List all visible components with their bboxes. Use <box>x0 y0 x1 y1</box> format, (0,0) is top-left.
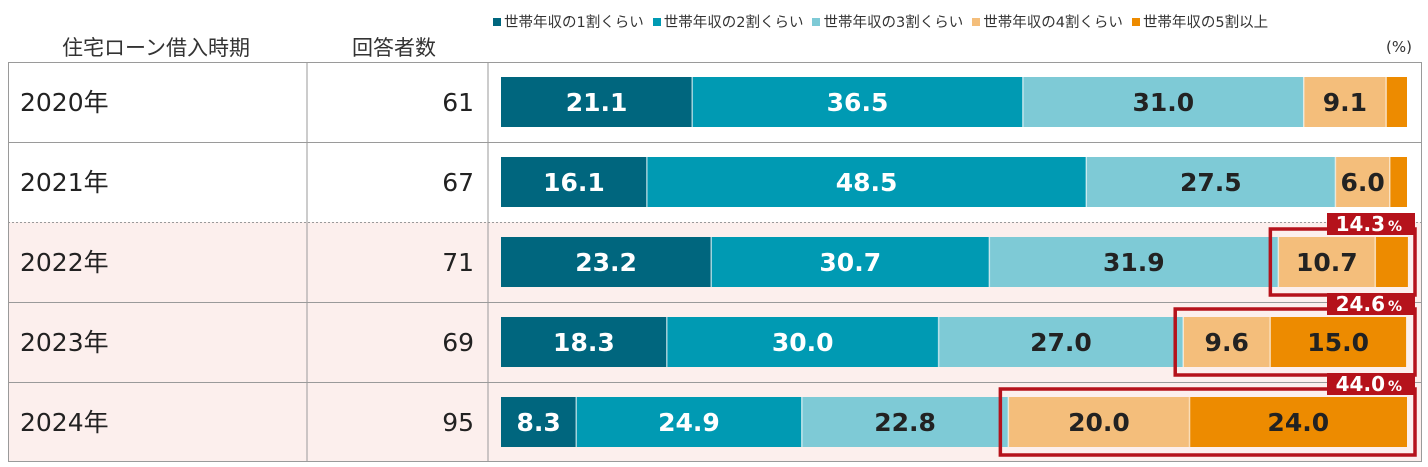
bar-segment <box>938 317 1184 367</box>
legend-label: 世帯年収の1割くらい <box>504 15 644 31</box>
bar-segment <box>501 317 667 367</box>
legend-swatch <box>652 17 661 26</box>
bar-segment <box>576 397 802 447</box>
highlight-total-unit: % <box>1388 299 1402 315</box>
data-label: 9.1 <box>1323 88 1367 117</box>
data-label: 27.0 <box>1030 328 1092 357</box>
row-respondent-count: 61 <box>442 88 474 117</box>
highlight-total-unit: % <box>1388 379 1402 395</box>
data-label: 31.0 <box>1132 88 1194 117</box>
row-respondent-count: 95 <box>442 408 474 437</box>
data-label: 18.3 <box>553 328 615 357</box>
highlight-total-unit: % <box>1388 219 1402 235</box>
data-label: 30.7 <box>819 248 881 277</box>
row-category-label: 2021年 <box>20 168 109 197</box>
data-label: 21.1 <box>566 88 628 117</box>
bar-segment <box>501 157 647 207</box>
bar-segment <box>1303 77 1387 127</box>
bar-segment <box>801 397 1009 447</box>
bar-segment <box>1375 237 1408 287</box>
row-category-label: 2020年 <box>20 88 109 117</box>
legend-label: 世帯年収の4割くらい <box>983 15 1123 31</box>
data-label: 20.0 <box>1068 408 1130 437</box>
data-label: 15.0 <box>1307 328 1369 357</box>
highlight-total-badge <box>1327 293 1415 315</box>
legend-item: 世帯年収の1割くらい <box>493 11 644 32</box>
legend-swatch <box>812 17 821 26</box>
data-label: 6.0 <box>1340 168 1384 197</box>
highlight-total-value: 44.0 <box>1336 372 1385 396</box>
legend-label: 世帯年収の3割くらい <box>823 15 964 31</box>
row-category-label: 2023年 <box>20 328 109 357</box>
header-period-label: 住宅ローン借入時期 <box>62 36 250 60</box>
legend-swatch <box>1131 17 1140 26</box>
bar-segment <box>666 317 939 367</box>
data-label: 48.5 <box>836 168 898 197</box>
bar-segment <box>1386 77 1407 127</box>
bar-segment <box>1278 237 1376 287</box>
data-label: 27.5 <box>1180 168 1242 197</box>
row-respondent-count: 69 <box>442 328 474 357</box>
data-label: 24.0 <box>1267 408 1329 437</box>
data-label: 8.3 <box>516 408 560 437</box>
legend-item: 世帯年収の5割以上 <box>1131 11 1269 32</box>
row-respondent-count: 71 <box>442 248 474 277</box>
bar-segment <box>646 157 1087 207</box>
bar-segment <box>692 77 1023 127</box>
data-label: 24.9 <box>658 408 720 437</box>
bar-segment <box>1270 317 1407 367</box>
data-label: 22.8 <box>874 408 936 437</box>
legend-item: 世帯年収の2割くらい <box>652 11 804 32</box>
row-category-label: 2022年 <box>20 248 109 277</box>
bar-segment <box>1189 397 1407 447</box>
highlight-box <box>998 387 1417 457</box>
legend-item: 世帯年収の4割くらい <box>972 11 1123 32</box>
highlight-box <box>1173 307 1417 377</box>
row-category-label: 2024年 <box>20 408 109 437</box>
bar-segment <box>501 397 577 447</box>
data-label: 9.6 <box>1205 328 1249 357</box>
bar-segment <box>989 237 1279 287</box>
highlight-total-value: 14.3 <box>1336 212 1385 236</box>
unit-label: (%) <box>1386 38 1412 56</box>
bar-segment <box>1335 157 1390 207</box>
bar-segment <box>1008 397 1190 447</box>
highlight-total-badge <box>1327 213 1415 235</box>
bar-segment <box>1183 317 1271 367</box>
legend-label: 世帯年収の2割くらい <box>663 15 804 31</box>
table-border <box>8 62 1422 462</box>
legend-label: 世帯年収の5割以上 <box>1142 15 1269 31</box>
header-respondents-label: 回答者数 <box>352 36 436 60</box>
highlight-total-value: 24.6 <box>1336 292 1385 316</box>
data-label: 31.9 <box>1103 248 1165 277</box>
legend-swatch <box>972 17 981 26</box>
legend-item: 世帯年収の3割くらい <box>812 11 963 32</box>
data-label: 10.7 <box>1296 248 1358 277</box>
legend: 世帯年収の1割くらい 世帯年収の2割くらい 世帯年収の3割くらい 世帯年収の4割くらい… <box>493 11 1268 32</box>
bar-segment <box>711 237 990 287</box>
bar-segment <box>1389 157 1407 207</box>
data-label: 23.2 <box>575 248 637 277</box>
bar-segment <box>501 237 712 287</box>
bar-segment <box>1086 157 1336 207</box>
data-label: 36.5 <box>827 88 889 117</box>
data-label: 30.0 <box>772 328 834 357</box>
row-respondent-count: 67 <box>442 168 474 197</box>
bar-segment <box>501 77 693 127</box>
bar-segment <box>1022 77 1304 127</box>
highlight-total-badge <box>1327 373 1415 395</box>
legend-swatch <box>493 17 501 26</box>
data-label: 16.1 <box>543 168 605 197</box>
